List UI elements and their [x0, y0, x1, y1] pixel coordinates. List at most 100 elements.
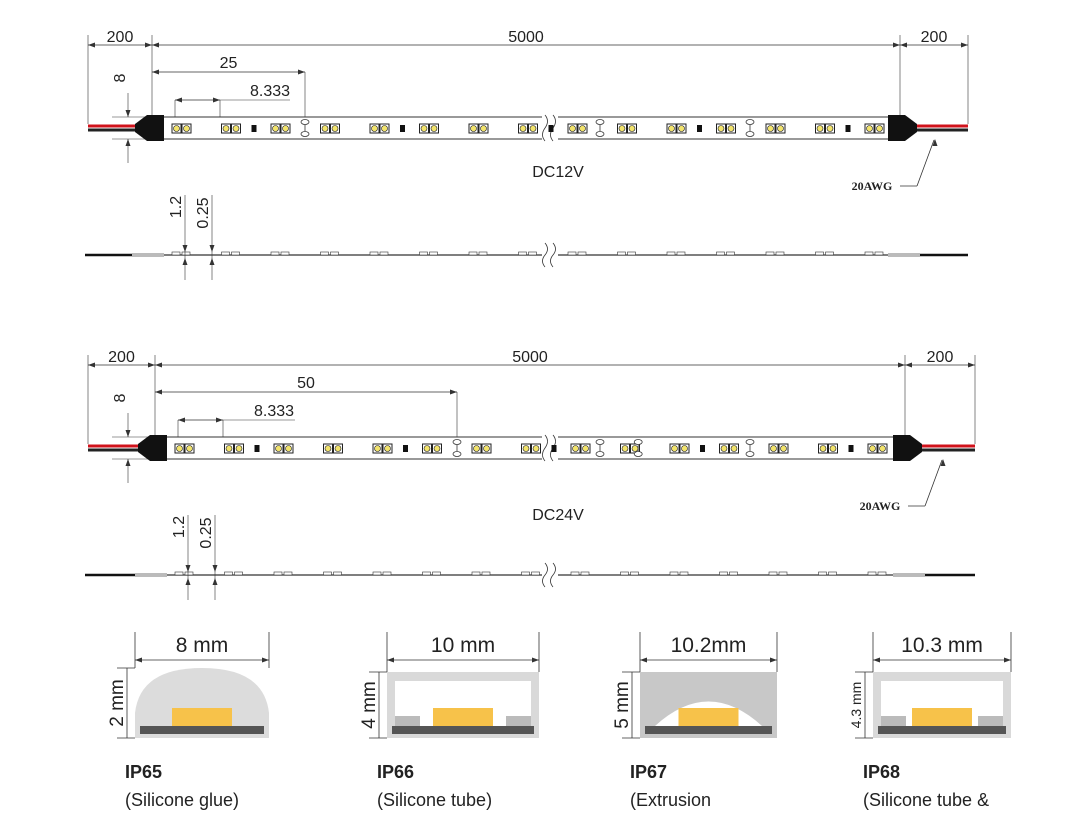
led-dot	[331, 125, 339, 132]
side-chip	[369, 251, 379, 256]
chip	[433, 708, 493, 726]
label: 200	[921, 29, 948, 46]
side-chip	[468, 251, 478, 256]
ledge	[506, 716, 531, 728]
arrow	[932, 139, 938, 146]
side-chip	[432, 571, 441, 576]
led-dot	[176, 445, 183, 452]
side-chip	[174, 571, 184, 576]
side-chip	[567, 251, 577, 256]
side-chip	[874, 251, 884, 256]
led-dot	[183, 125, 190, 132]
led-dot	[671, 445, 678, 452]
led-dot	[532, 445, 540, 452]
arrow	[185, 578, 191, 585]
led-dot	[519, 125, 527, 132]
break-mark	[542, 562, 556, 588]
side-chip	[171, 251, 181, 256]
profile-width: 10.2mm	[671, 634, 747, 657]
label: 200	[108, 349, 135, 366]
side-chip	[867, 571, 877, 576]
resistor	[845, 125, 851, 132]
led-dot	[582, 445, 589, 452]
side-chip	[580, 571, 590, 576]
resistor	[551, 445, 557, 452]
resistor	[700, 445, 705, 452]
led-dot	[618, 125, 626, 132]
pcb	[878, 726, 1006, 734]
arrow	[262, 657, 269, 663]
side-chip	[224, 571, 233, 576]
arrow	[873, 657, 880, 663]
led-dot	[569, 125, 576, 132]
led-dot	[628, 125, 636, 132]
side-chip	[669, 571, 679, 576]
led-dot	[334, 445, 342, 452]
break	[542, 243, 558, 267]
break-mark	[542, 242, 556, 268]
led-dot	[529, 125, 537, 132]
arrow	[770, 657, 777, 663]
description: (Silicone tube)	[377, 790, 492, 810]
cut-pad	[595, 451, 605, 457]
led-dot	[272, 125, 279, 132]
side-chip	[270, 251, 280, 256]
arrow	[212, 565, 218, 572]
resistor	[251, 125, 257, 132]
led-dot	[717, 125, 725, 132]
resistor	[403, 445, 408, 452]
arrow	[209, 245, 215, 252]
led-dot	[826, 125, 834, 132]
led-dot	[470, 125, 477, 132]
side-chip	[280, 251, 290, 256]
led-dot	[225, 445, 233, 452]
pcb	[645, 726, 772, 734]
arrow	[152, 69, 159, 75]
led-dot	[384, 445, 391, 452]
arrow	[178, 417, 185, 423]
led-dot	[282, 125, 289, 132]
resistor	[697, 125, 702, 132]
led-dot	[631, 445, 639, 452]
description: (Extrusion	[630, 790, 711, 810]
cut-pad	[633, 439, 643, 445]
arrow	[893, 42, 900, 48]
label: 200	[927, 349, 954, 366]
side-chip	[481, 571, 491, 576]
ip-code: IP67	[630, 762, 667, 782]
arrow	[640, 657, 647, 663]
side-chip	[775, 251, 785, 256]
label: 8	[112, 393, 129, 402]
profile-height: 4 mm	[359, 681, 380, 729]
side-chip	[181, 251, 191, 256]
side-chip	[676, 251, 686, 256]
chip	[172, 708, 232, 726]
led-dot	[869, 445, 876, 452]
led-dot	[473, 445, 480, 452]
side-chip	[471, 571, 481, 576]
side-chip	[382, 571, 392, 576]
ledge	[395, 716, 420, 728]
arrow	[905, 362, 912, 368]
side-chip	[877, 571, 887, 576]
cut-pad	[633, 451, 643, 457]
cut-pad	[745, 119, 755, 125]
side-chip	[818, 571, 827, 576]
pcb	[392, 726, 534, 734]
arrow	[152, 42, 159, 48]
side-chip	[630, 571, 639, 576]
side-chip	[825, 251, 834, 256]
side-chip	[231, 251, 240, 256]
led-dot	[371, 125, 378, 132]
profile-width: 8 mm	[176, 634, 229, 657]
break	[542, 563, 558, 587]
arrow	[155, 362, 162, 368]
cover	[135, 668, 269, 738]
side-chip	[765, 251, 775, 256]
chip	[912, 708, 972, 726]
led-dot	[420, 125, 428, 132]
arrow	[213, 97, 220, 103]
led-dot	[780, 445, 787, 452]
side-chip	[577, 251, 587, 256]
